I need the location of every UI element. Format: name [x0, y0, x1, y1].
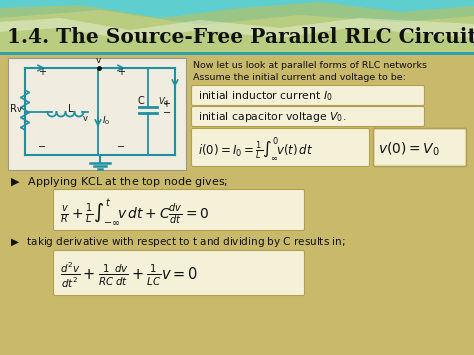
- Text: Assume the initial current and voltage to be:: Assume the initial current and voltage t…: [193, 73, 406, 82]
- Polygon shape: [0, 2, 474, 52]
- Text: v: v: [83, 114, 88, 123]
- Text: C: C: [138, 96, 145, 106]
- Text: 1.4. The Source-Free Parallel RLC Circuits: 1.4. The Source-Free Parallel RLC Circui…: [7, 27, 474, 47]
- FancyBboxPatch shape: [54, 190, 304, 230]
- Bar: [0, 0, 474, 52]
- Text: +: +: [162, 99, 170, 109]
- Text: $\blacktriangleright$  takig derivative with respect to t and dividing by C resu: $\blacktriangleright$ takig derivative w…: [8, 235, 346, 249]
- Bar: [0, 55, 474, 355]
- FancyBboxPatch shape: [191, 86, 425, 105]
- Polygon shape: [0, 10, 474, 52]
- Text: +: +: [117, 67, 125, 77]
- Text: initial capacitor voltage $V_0$.: initial capacitor voltage $V_0$.: [198, 110, 346, 124]
- FancyBboxPatch shape: [191, 129, 370, 166]
- Text: L: L: [68, 104, 73, 114]
- Text: v: v: [95, 56, 100, 65]
- Text: R: R: [10, 104, 17, 114]
- Bar: [0, 52, 474, 55]
- Bar: [8, 58, 186, 170]
- Text: −: −: [117, 142, 125, 152]
- Text: $I_0$: $I_0$: [102, 115, 110, 127]
- Text: $V_0$: $V_0$: [158, 95, 169, 108]
- Text: v: v: [17, 105, 22, 114]
- FancyBboxPatch shape: [54, 251, 304, 295]
- FancyBboxPatch shape: [374, 129, 466, 166]
- Text: +: +: [38, 67, 46, 77]
- Text: $\blacktriangleright$  Applying KCL at the top node gives;: $\blacktriangleright$ Applying KCL at th…: [8, 175, 228, 189]
- Text: initial inductor current $I_0$: initial inductor current $I_0$: [198, 89, 333, 103]
- Polygon shape: [0, 18, 474, 40]
- Text: −: −: [38, 142, 46, 152]
- Text: $i(0) = I_0 = \frac{1}{L}\int_{\infty}^{0}\! v(t)\,dt$: $i(0) = I_0 = \frac{1}{L}\int_{\infty}^{…: [198, 136, 313, 162]
- Text: Now let us look at parallel forms of RLC networks: Now let us look at parallel forms of RLC…: [193, 61, 427, 70]
- Text: $\frac{d^2v}{dt^2} + \frac{1}{RC}\frac{dv}{dt} + \frac{1}{LC}v = 0$: $\frac{d^2v}{dt^2} + \frac{1}{RC}\frac{d…: [60, 261, 198, 290]
- Text: $\frac{v}{R} + \frac{1}{L}\int_{-\infty}^{t}\! v\,dt + C\frac{dv}{dt} = 0$: $\frac{v}{R} + \frac{1}{L}\int_{-\infty}…: [60, 197, 210, 227]
- Text: −: −: [163, 108, 171, 118]
- FancyBboxPatch shape: [191, 106, 425, 126]
- Text: $v(0) = V_0$: $v(0) = V_0$: [378, 140, 440, 158]
